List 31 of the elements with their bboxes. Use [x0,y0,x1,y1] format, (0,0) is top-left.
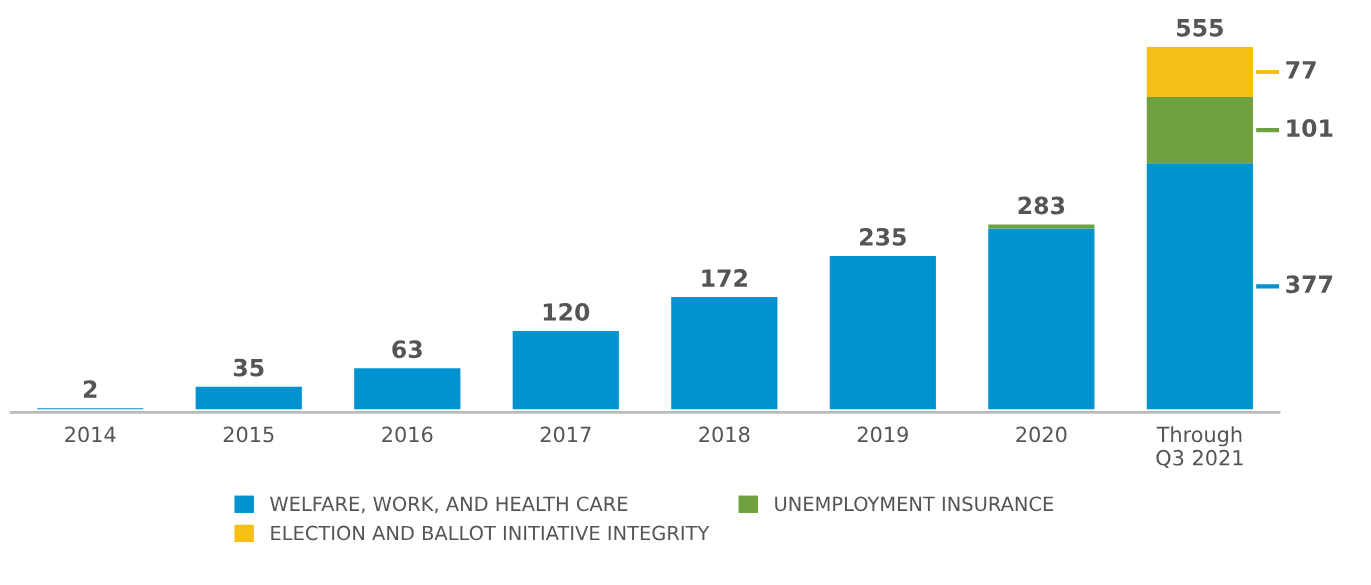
data-label: 35 [233,358,264,377]
bar [1146,97,1253,164]
x-tick-label: 2019 [857,426,908,443]
data-label: 377 [1286,275,1333,294]
data-label: 63 [392,340,422,359]
bar [1146,46,1253,98]
x-tick-label: 2017 [540,426,591,443]
bar [354,368,461,410]
bar [1146,163,1253,410]
legend-label: UNEMPLOYMENT INSURANCE [775,496,1054,512]
total-label: 283 [1018,196,1065,215]
x-tick-label: 2014 [65,426,116,443]
x-tick-label: Through Q3 2021 [1156,426,1243,469]
x-tick-label: 2020 [1016,426,1067,443]
total-label: 555 [1177,19,1223,37]
legend-label: ELECTION AND BALLOT INITIATIVE INTEGRITY [271,525,710,541]
bar [671,297,778,410]
x-tick-label: 2016 [382,426,433,443]
data-label: 235 [860,227,906,246]
data-label: 101 [1287,119,1333,137]
legend-label: WELFARE, WORK, AND HEALTH CARE [270,496,628,514]
bar [512,331,619,410]
bar [988,228,1095,410]
x-tick-label: 2018 [699,426,750,443]
data-label: 172 [702,269,747,287]
bar [195,386,302,410]
data-label: 2 [83,380,97,398]
x-tick-label: 2015 [223,426,274,443]
data-label: 77 [1286,61,1316,79]
data-label: 120 [543,303,590,321]
bar [829,255,936,410]
